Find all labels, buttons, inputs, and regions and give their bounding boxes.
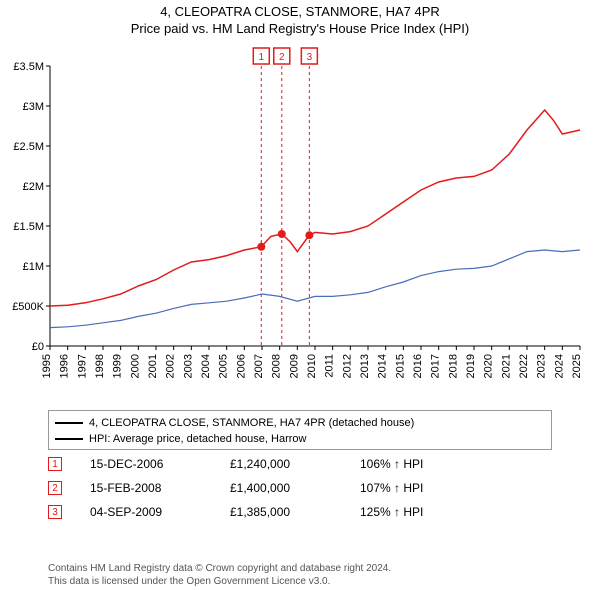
svg-text:2012: 2012 <box>341 354 353 378</box>
svg-text:2000: 2000 <box>129 354 141 378</box>
svg-text:2021: 2021 <box>500 354 512 378</box>
chart-area: £0 £500K £1M £1.5M £2M £2.5M £3M £3.5M 1995 1996 1… <box>0 46 600 406</box>
svg-text:£500K: £500K <box>12 301 44 313</box>
svg-text:1997: 1997 <box>76 354 88 378</box>
svg-text:2015: 2015 <box>394 354 406 378</box>
sale-date: 15-DEC-2006 <box>90 457 230 471</box>
svg-text:1996: 1996 <box>59 354 71 378</box>
svg-text:2008: 2008 <box>271 354 283 378</box>
svg-text:2002: 2002 <box>165 354 177 378</box>
chart-title: 4, CLEOPATRA CLOSE, STANMORE, HA7 4PR Pr… <box>0 0 600 36</box>
sale-marker-3: 3 <box>48 505 62 519</box>
svg-text:2009: 2009 <box>288 354 300 378</box>
chart-svg: £0 £500K £1M £1.5M £2M £2.5M £3M £3.5M 1995 1996 1… <box>0 46 600 406</box>
sales-table: 1 15-DEC-2006 £1,240,000 106% ↑ HPI 2 15… <box>48 452 552 524</box>
sale-row: 3 04-SEP-2009 £1,385,000 125% ↑ HPI <box>48 500 552 524</box>
svg-text:2001: 2001 <box>147 354 159 378</box>
svg-text:2018: 2018 <box>447 354 459 378</box>
sale-price: £1,385,000 <box>230 505 360 519</box>
legend-item-hpi: HPI: Average price, detached house, Harr… <box>55 431 545 447</box>
svg-text:£3M: £3M <box>23 101 44 113</box>
svg-text:2025: 2025 <box>571 354 583 378</box>
sale-row: 1 15-DEC-2006 £1,240,000 106% ↑ HPI <box>48 452 552 476</box>
legend-swatch-property <box>55 422 83 424</box>
sale-price: £1,240,000 <box>230 457 360 471</box>
legend: 4, CLEOPATRA CLOSE, STANMORE, HA7 4PR (d… <box>48 410 552 450</box>
svg-text:2013: 2013 <box>359 354 371 378</box>
svg-text:2016: 2016 <box>412 354 424 378</box>
svg-text:2006: 2006 <box>235 354 247 378</box>
svg-text:2011: 2011 <box>324 354 336 378</box>
svg-text:2014: 2014 <box>377 354 389 378</box>
legend-label-hpi: HPI: Average price, detached house, Harr… <box>89 433 306 445</box>
svg-text:1999: 1999 <box>112 354 124 378</box>
title-line-2: Price paid vs. HM Land Registry's House … <box>0 21 600 36</box>
svg-text:1: 1 <box>259 52 265 63</box>
footer-line-2: This data is licensed under the Open Gov… <box>48 576 552 589</box>
svg-text:2020: 2020 <box>483 354 495 378</box>
svg-text:2022: 2022 <box>518 354 530 378</box>
sale-marker-2: 2 <box>48 481 62 495</box>
svg-text:1998: 1998 <box>94 354 106 378</box>
footer-line-1: Contains HM Land Registry data © Crown c… <box>48 563 552 576</box>
svg-text:£1M: £1M <box>23 261 44 273</box>
sale-marker-1: 1 <box>48 457 62 471</box>
sale-date: 15-FEB-2008 <box>90 481 230 495</box>
sale-hpi: 125% ↑ HPI <box>360 505 552 519</box>
svg-text:2010: 2010 <box>306 354 318 378</box>
legend-item-property: 4, CLEOPATRA CLOSE, STANMORE, HA7 4PR (d… <box>55 415 545 431</box>
sale-price: £1,400,000 <box>230 481 360 495</box>
svg-text:2019: 2019 <box>465 354 477 378</box>
svg-text:£3.5M: £3.5M <box>13 61 44 73</box>
chart-container: { "title": { "line1": "4, CLEOPATRA CLOS… <box>0 0 600 590</box>
title-line-1: 4, CLEOPATRA CLOSE, STANMORE, HA7 4PR <box>0 4 600 19</box>
sale-hpi: 107% ↑ HPI <box>360 481 552 495</box>
sale-row: 2 15-FEB-2008 £1,400,000 107% ↑ HPI <box>48 476 552 500</box>
legend-label-property: 4, CLEOPATRA CLOSE, STANMORE, HA7 4PR (d… <box>89 417 414 429</box>
svg-text:2005: 2005 <box>218 354 230 378</box>
legend-swatch-hpi <box>55 438 83 440</box>
svg-text:3: 3 <box>307 52 313 63</box>
svg-text:2003: 2003 <box>182 354 194 378</box>
svg-text:2007: 2007 <box>253 354 265 378</box>
svg-text:1995: 1995 <box>41 354 53 378</box>
svg-text:2017: 2017 <box>430 354 442 378</box>
svg-text:£1.5M: £1.5M <box>13 221 44 233</box>
sale-date: 04-SEP-2009 <box>90 505 230 519</box>
svg-text:£2.5M: £2.5M <box>13 141 44 153</box>
svg-text:£2M: £2M <box>23 181 44 193</box>
svg-text:2004: 2004 <box>200 354 212 378</box>
svg-text:2023: 2023 <box>536 354 548 378</box>
svg-text:2: 2 <box>279 52 285 63</box>
sale-hpi: 106% ↑ HPI <box>360 457 552 471</box>
svg-text:£0: £0 <box>32 341 44 353</box>
footer: Contains HM Land Registry data © Crown c… <box>48 563 552 588</box>
svg-text:2024: 2024 <box>553 354 565 378</box>
